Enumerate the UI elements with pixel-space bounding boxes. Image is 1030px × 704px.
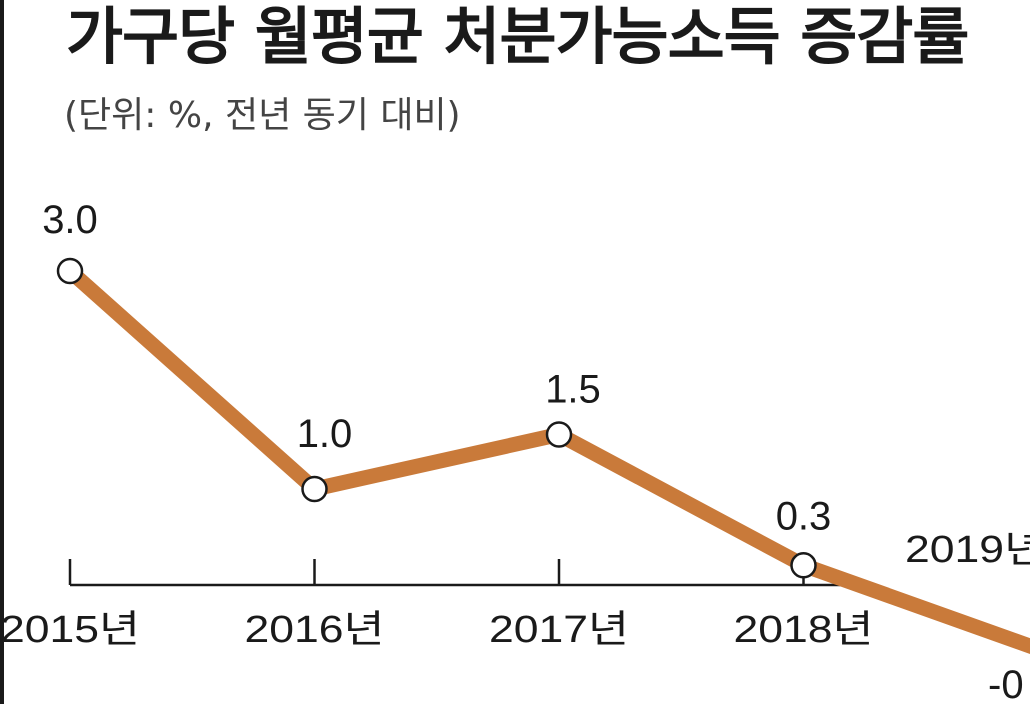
data-label: 0.3 bbox=[776, 494, 832, 538]
data-label: -0 bbox=[988, 663, 1024, 704]
x-tick-label: 2016년 bbox=[245, 609, 385, 651]
data-point bbox=[56, 257, 84, 285]
data-label: 3.0 bbox=[42, 198, 98, 242]
data-label: 1.5 bbox=[545, 368, 601, 412]
x-tick-label: 2019년 bbox=[905, 529, 1030, 571]
data-point bbox=[301, 475, 328, 503]
x-tick-label: 2015년 bbox=[0, 609, 140, 651]
series-line bbox=[62, 263, 1030, 655]
chart-title: 가구당 월평균 처분가능소득 증감률 bbox=[66, 0, 969, 73]
data-point bbox=[790, 552, 817, 579]
left-border bbox=[0, 0, 4, 704]
x-tick-label: 2017년 bbox=[489, 609, 629, 651]
x-tick-label: 2018년 bbox=[734, 609, 874, 651]
data-label: 1.0 bbox=[297, 412, 353, 456]
chart-subtitle: (단위: %, 전년 동기 대비) bbox=[64, 95, 461, 136]
data-point bbox=[545, 421, 573, 448]
